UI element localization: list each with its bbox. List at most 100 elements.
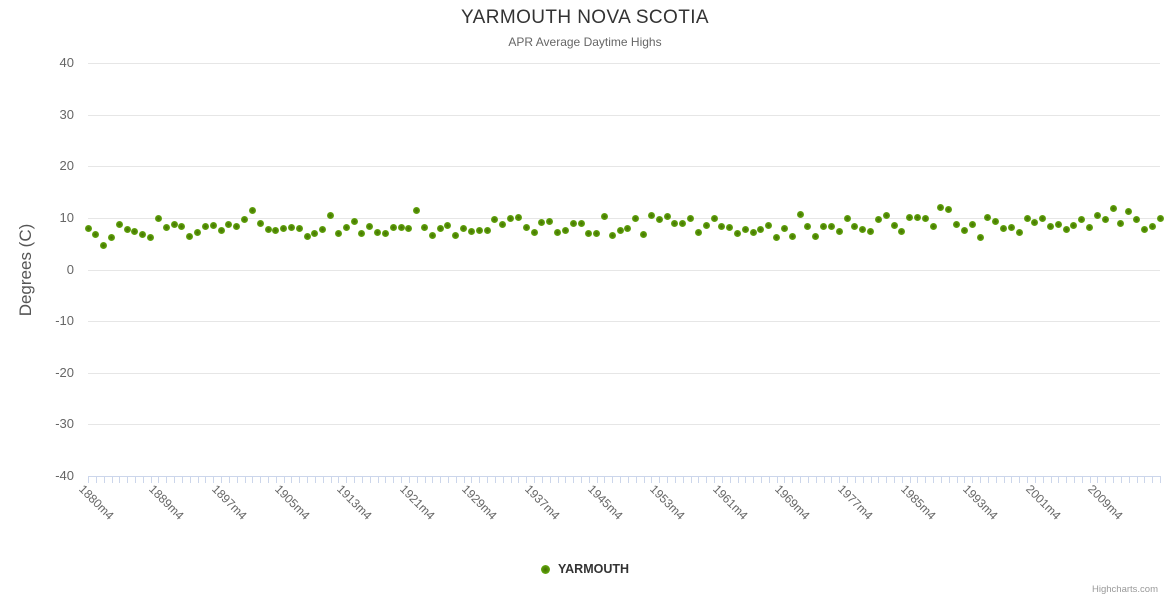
data-point[interactable]	[444, 222, 452, 230]
data-point[interactable]	[851, 222, 859, 230]
data-point[interactable]	[749, 228, 757, 236]
data-point[interactable]	[201, 223, 209, 231]
data-point[interactable]	[350, 218, 358, 225]
data-point[interactable]	[796, 211, 804, 219]
data-point[interactable]	[585, 230, 593, 238]
data-point[interactable]	[131, 228, 139, 236]
data-point[interactable]	[1015, 229, 1023, 237]
data-point[interactable]	[718, 222, 726, 230]
data-point[interactable]	[694, 228, 702, 236]
data-point[interactable]	[992, 217, 1000, 225]
data-point[interactable]	[804, 222, 812, 230]
data-point[interactable]	[154, 215, 162, 223]
data-point[interactable]	[436, 225, 444, 233]
data-point[interactable]	[1148, 222, 1156, 230]
data-point[interactable]	[554, 228, 561, 236]
data-point[interactable]	[608, 231, 616, 239]
data-point[interactable]	[397, 224, 405, 232]
data-point[interactable]	[108, 233, 115, 241]
data-point[interactable]	[186, 233, 194, 240]
data-point[interactable]	[225, 221, 233, 229]
data-point[interactable]	[984, 214, 992, 222]
data-point[interactable]	[303, 233, 311, 240]
data-point[interactable]	[256, 219, 264, 227]
data-point[interactable]	[514, 213, 522, 221]
data-point[interactable]	[1047, 222, 1054, 230]
data-point[interactable]	[734, 230, 741, 238]
data-point[interactable]	[194, 228, 201, 236]
data-point[interactable]	[960, 227, 968, 235]
data-point[interactable]	[92, 230, 100, 238]
data-point[interactable]	[632, 215, 640, 223]
data-point[interactable]	[248, 207, 256, 215]
data-point[interactable]	[773, 234, 781, 241]
data-point[interactable]	[820, 222, 827, 230]
data-point[interactable]	[241, 215, 248, 223]
data-point[interactable]	[366, 223, 374, 231]
data-point[interactable]	[976, 234, 984, 241]
data-point[interactable]	[1133, 215, 1140, 223]
data-point[interactable]	[1070, 222, 1078, 230]
data-point[interactable]	[765, 222, 773, 230]
data-point[interactable]	[507, 214, 514, 222]
data-point[interactable]	[319, 225, 327, 233]
data-point[interactable]	[1101, 215, 1109, 223]
data-point[interactable]	[726, 224, 734, 232]
data-point[interactable]	[233, 222, 241, 230]
data-point[interactable]	[452, 232, 460, 240]
data-point[interactable]	[1062, 226, 1070, 234]
data-point[interactable]	[546, 218, 554, 225]
data-point[interactable]	[640, 230, 648, 238]
data-point[interactable]	[561, 226, 569, 234]
data-point[interactable]	[741, 226, 749, 234]
data-point[interactable]	[413, 207, 421, 215]
data-point[interactable]	[1039, 215, 1047, 223]
data-point[interactable]	[1023, 215, 1031, 223]
data-point[interactable]	[867, 228, 874, 236]
data-point[interactable]	[100, 241, 108, 249]
data-point[interactable]	[1156, 214, 1164, 222]
data-point[interactable]	[538, 219, 546, 226]
data-point[interactable]	[874, 215, 882, 223]
data-point[interactable]	[780, 225, 788, 233]
data-point[interactable]	[139, 230, 147, 238]
data-point[interactable]	[287, 224, 295, 232]
data-point[interactable]	[624, 225, 632, 233]
data-point[interactable]	[405, 225, 413, 233]
data-point[interactable]	[663, 212, 671, 220]
data-point[interactable]	[475, 227, 483, 235]
data-point[interactable]	[1093, 211, 1101, 219]
data-point[interactable]	[530, 229, 538, 237]
data-point[interactable]	[827, 223, 835, 231]
data-point[interactable]	[115, 221, 123, 229]
data-point[interactable]	[710, 215, 718, 223]
legend-item-yarmouth[interactable]: YARMOUTH	[540, 562, 629, 576]
data-point[interactable]	[757, 226, 765, 234]
data-point[interactable]	[812, 233, 820, 240]
data-point[interactable]	[123, 226, 131, 234]
data-point[interactable]	[1109, 205, 1117, 213]
data-point[interactable]	[1086, 224, 1094, 232]
data-point[interactable]	[898, 228, 906, 236]
data-point[interactable]	[217, 227, 225, 235]
data-point[interactable]	[679, 219, 687, 227]
data-point[interactable]	[655, 215, 663, 223]
data-point[interactable]	[921, 214, 929, 222]
data-point[interactable]	[929, 222, 937, 230]
data-point[interactable]	[1125, 207, 1133, 215]
data-point[interactable]	[1031, 218, 1039, 226]
data-point[interactable]	[937, 204, 945, 212]
credits-link[interactable]: Highcharts.com	[1092, 584, 1158, 595]
data-point[interactable]	[859, 226, 867, 234]
data-point[interactable]	[460, 225, 468, 233]
data-point[interactable]	[577, 220, 585, 228]
data-point[interactable]	[788, 233, 796, 240]
data-point[interactable]	[953, 221, 961, 229]
data-point[interactable]	[913, 213, 921, 221]
data-point[interactable]	[84, 225, 92, 233]
data-point[interactable]	[1117, 220, 1125, 228]
data-point[interactable]	[358, 230, 366, 238]
data-point[interactable]	[522, 223, 530, 231]
data-point[interactable]	[687, 214, 694, 222]
data-point[interactable]	[374, 228, 381, 236]
